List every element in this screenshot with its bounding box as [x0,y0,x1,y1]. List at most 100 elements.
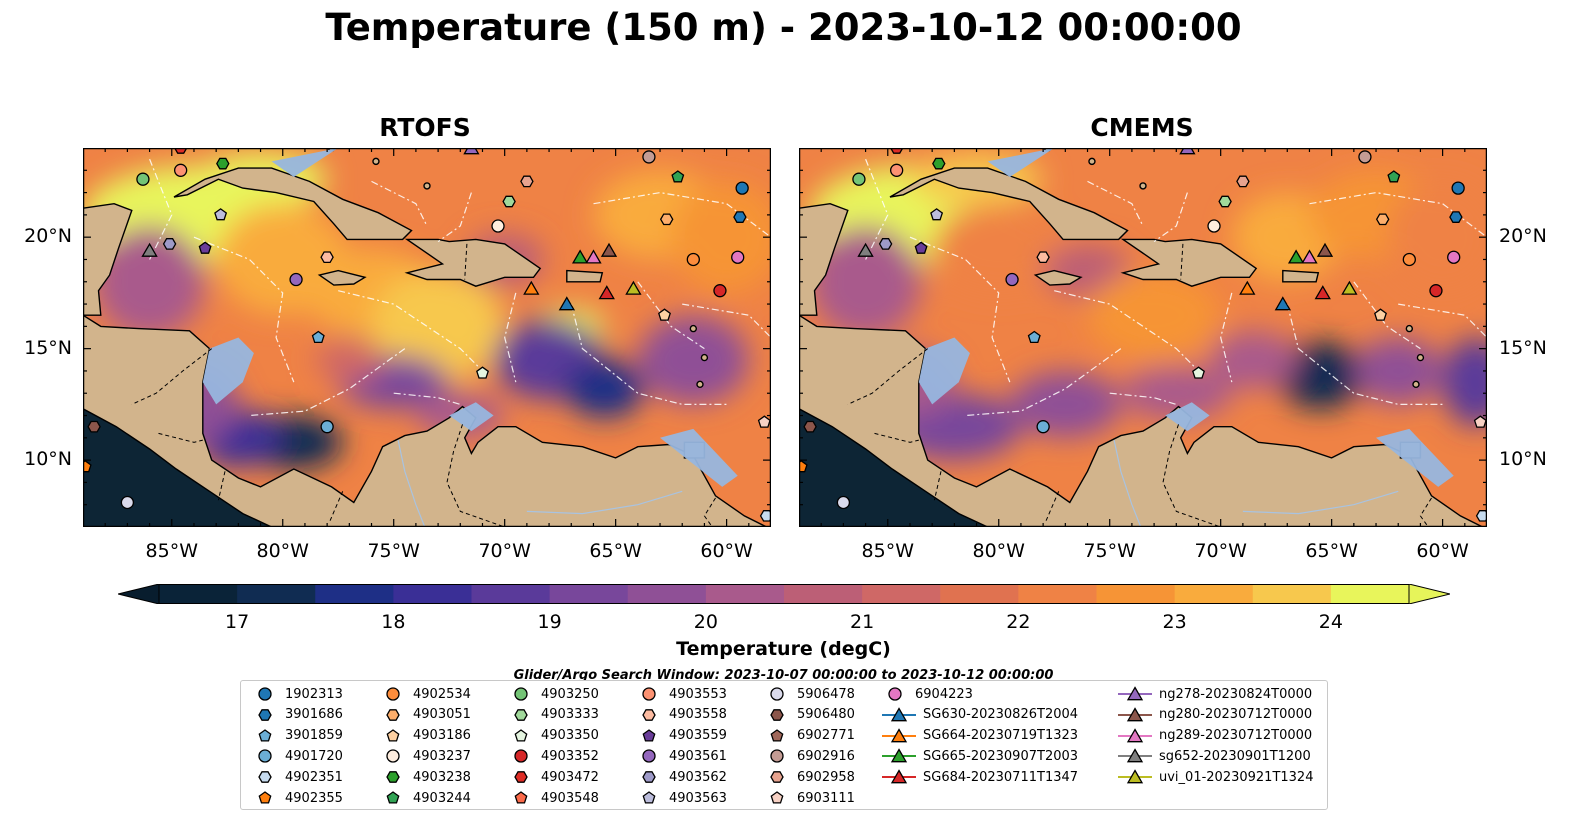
colorbar-tick-label: 24 [1318,611,1343,633]
marker-sg652-20230901T1200[interactable] [857,242,874,257]
marker-4903350[interactable] [476,366,489,379]
marker-ng289-20230712T0000[interactable] [1301,249,1318,264]
marker-5906478[interactable] [120,495,135,510]
marker-uvi_01-20230921T1324[interactable] [1341,280,1358,295]
marker-SG665-20230907T2003[interactable] [1287,249,1305,264]
marker-6903111[interactable] [757,415,771,428]
marker-6902916[interactable] [1358,150,1372,164]
marker-3901859[interactable] [311,330,325,344]
marker-4903563[interactable] [930,208,944,221]
marker-4903333[interactable] [1218,195,1232,208]
marker-4903553[interactable] [890,163,904,177]
marker-SG684-20230711T1347[interactable] [1314,285,1331,300]
marker-4903562[interactable] [878,238,893,250]
marker-4903186[interactable] [1374,308,1387,321]
marker-ng280-20230712T0000[interactable] [1316,242,1334,257]
marker-4903333[interactable] [502,195,516,208]
marker-ng289-20230712T0000[interactable] [585,249,602,264]
marker-3901859[interactable] [1027,330,1041,344]
legend-item-4902351: 4902351 [251,768,343,786]
legend-label: SG684-20230711T1347 [923,769,1079,785]
marker-4903051[interactable] [659,213,674,226]
marker-5906478[interactable] [836,495,851,510]
marker-4903352[interactable] [713,284,727,298]
lat-label-left: 20°N [24,225,72,248]
legend-label: SG630-20230826T2004 [923,707,1079,723]
marker-6904223[interactable] [731,250,745,264]
legend-item-6902916: 6902916 [763,747,855,765]
marker-ng278-20230824T0000[interactable] [1179,148,1196,155]
marker-4903472[interactable] [173,148,188,154]
small-island [696,380,704,389]
marker-3901686[interactable] [733,211,747,223]
marker-4903051[interactable] [1375,213,1390,226]
marker-4903559[interactable] [914,241,928,254]
marker-SG684-20230711T1347[interactable] [598,285,615,300]
marker-4903250[interactable] [852,172,866,186]
marker-SG665-20230907T2003[interactable] [571,249,589,264]
marker-3901686[interactable] [1449,211,1463,223]
marker-4901720[interactable] [320,420,334,434]
rivers [397,439,683,527]
marker-4903553[interactable] [174,163,188,177]
colorbar-segment [237,584,316,604]
legend-symbol-icon [882,706,916,722]
marker-4903352[interactable] [1429,284,1443,298]
marker-4903238[interactable] [216,157,230,170]
marker-SG664-20230719T1323[interactable] [523,280,540,295]
marker-1902313[interactable] [1451,181,1465,195]
marker-SG630-20230826T2004[interactable] [558,296,576,311]
marker-SG664-20230719T1323[interactable] [1239,280,1256,295]
legend-label: SG665-20230907T2003 [923,748,1079,764]
legend-label: 4903558 [669,707,727,723]
legend-symbol-icon [882,769,916,784]
map-panel-cmems[interactable] [799,148,1487,527]
marker-4903237[interactable] [491,219,505,233]
marker-4902355[interactable] [83,459,92,473]
legend-symbol-icon [642,791,656,804]
marker-SG630-20230826T2004[interactable] [1274,296,1292,311]
marker-4903472[interactable] [889,148,904,154]
marker-4903350[interactable] [1192,366,1205,379]
marker-ng280-20230712T0000[interactable] [600,242,618,257]
marker-4903562[interactable] [162,238,177,250]
marker-4903558[interactable] [1036,251,1050,264]
marker-6902958[interactable] [1236,175,1250,188]
marker-4903558[interactable] [320,251,334,264]
marker-4902534[interactable] [1402,252,1416,267]
marker-4903559[interactable] [198,241,212,254]
marker-sg652-20230901T1200[interactable] [141,242,158,257]
marker-4903563[interactable] [214,208,228,221]
marker-1902313[interactable] [735,181,749,195]
marker-6902958[interactable] [520,175,534,188]
marker-6904223[interactable] [1447,250,1461,264]
legend-symbol-icon [514,771,528,784]
small-island [423,182,431,190]
marker-4903237[interactable] [1207,219,1221,233]
jamaica [317,269,367,286]
legend-item-6904223: 6904223 [881,685,973,703]
marker-4903561[interactable] [289,272,303,287]
marker-4903244[interactable] [671,170,685,183]
marker-6902916[interactable] [642,150,656,164]
marker-4902534[interactable] [686,252,700,267]
marker-4901720[interactable] [1036,420,1050,434]
marker-5906480[interactable] [803,420,817,433]
marker-4903561[interactable] [1005,272,1019,287]
marker-4903186[interactable] [658,308,671,321]
map-panel-rtofs[interactable] [83,148,771,527]
colorbar-title: Temperature (degC) [676,638,891,660]
marker-5906480[interactable] [87,420,101,433]
marker-4902355[interactable] [799,459,808,473]
marker-4902351[interactable] [759,510,771,522]
marker-6903111[interactable] [1473,415,1487,428]
marker-4903238[interactable] [932,157,946,170]
small-island [1139,182,1147,190]
colorbar-tick-label: 21 [850,611,875,633]
marker-4903250[interactable] [136,172,150,186]
legend-label: 4903472 [541,769,599,785]
marker-uvi_01-20230921T1324[interactable] [625,280,642,295]
marker-4902351[interactable] [1475,510,1487,522]
marker-4903244[interactable] [1387,170,1401,183]
marker-ng278-20230824T0000[interactable] [463,148,480,155]
